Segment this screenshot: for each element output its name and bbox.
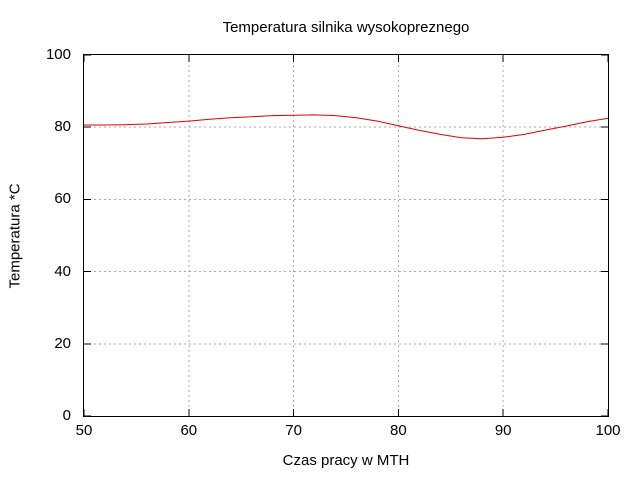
x-tick-label: 90 [494,422,512,439]
series-temperatura [84,114,608,140]
chart-title: Temperatura silnika wysokopreznego [222,19,470,36]
y-tick-label: 0 [62,407,71,424]
y-tick-label: 80 [54,118,71,136]
y-tick-label: 100 [45,46,71,63]
plot-area [83,54,609,417]
y-tick-label: 60 [54,190,71,208]
plot-canvas [84,55,608,416]
x-tick-label: 50 [75,422,93,439]
y-tick-label: 40 [54,262,71,280]
x-tick-label: 70 [285,422,302,439]
x-tick-label: 60 [180,422,198,439]
y-tick-label: 20 [54,334,71,352]
x-axis-label: Czas pracy w MTH [282,452,410,469]
x-tick-label: 100 [595,422,621,439]
x-tick-label: 80 [390,422,407,439]
